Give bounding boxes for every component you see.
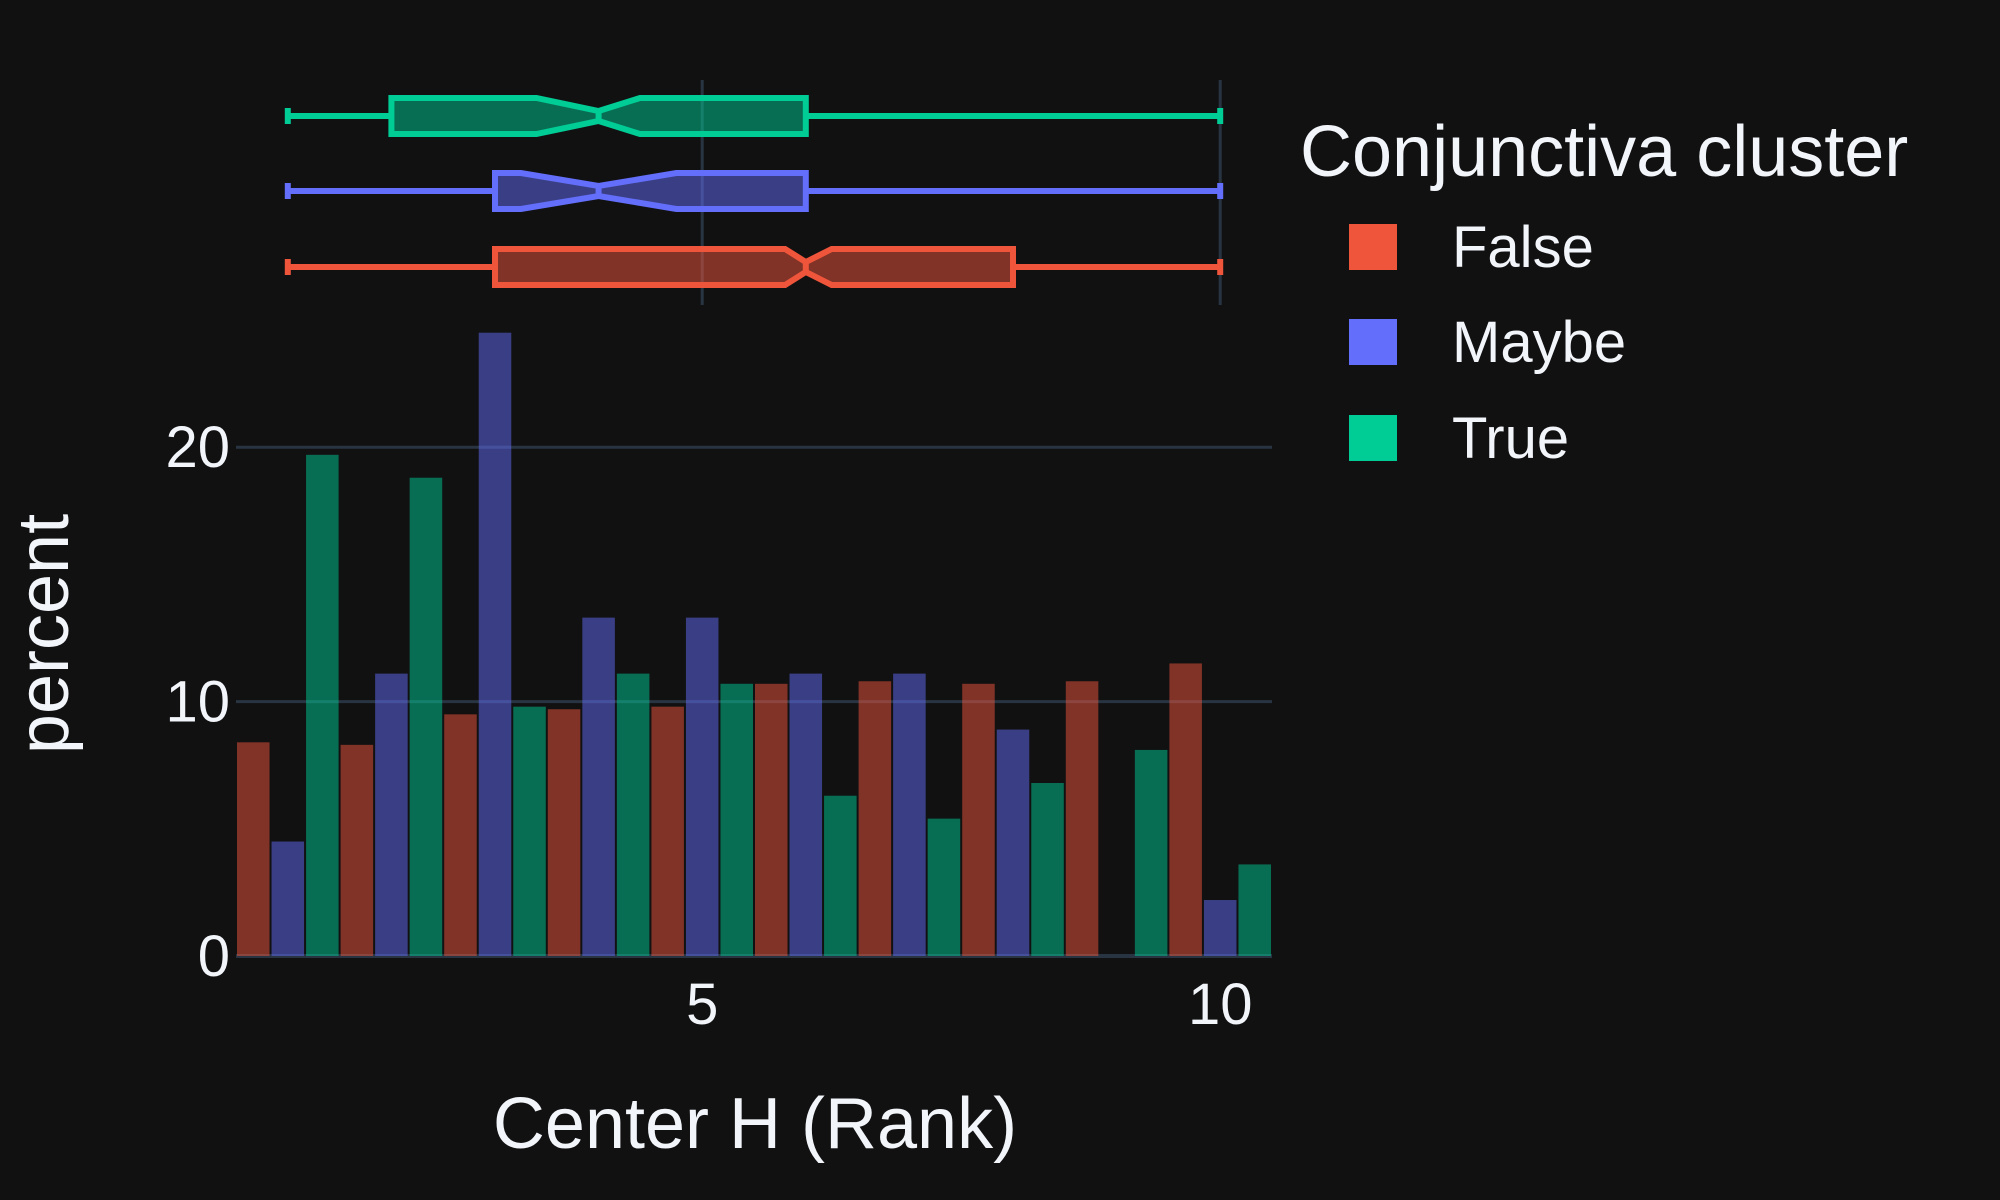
bar-maybe [582, 617, 615, 956]
bar-true [409, 477, 443, 956]
marginal-boxplot-layer [284, 95, 1224, 288]
bar-true [1031, 783, 1064, 956]
bar-maybe [478, 332, 512, 957]
bar-true [513, 706, 546, 956]
bar-false [651, 706, 684, 956]
legend-label-maybe: Maybe [1452, 310, 1626, 375]
bar-false [340, 744, 374, 956]
box-false [492, 246, 1016, 288]
x-tick-label: 10 [1188, 972, 1253, 1037]
ticks-layer: 0 10 20 5 10 [165, 415, 1252, 1037]
bars-layer [237, 332, 1271, 957]
x-tick-label: 5 [686, 972, 718, 1037]
bar-maybe [996, 729, 1030, 956]
bar-true [720, 683, 753, 956]
legend-swatch-maybe [1349, 319, 1397, 365]
bar-false [962, 683, 995, 956]
legend-items: False Maybe True [1349, 215, 1626, 471]
bar-false [547, 709, 581, 956]
bar-maybe [1203, 900, 1237, 956]
bar-true [1238, 864, 1271, 956]
bar-false [1169, 663, 1202, 956]
legend-label-false: False [1452, 215, 1594, 280]
x-axis-title: Center H (Rank) [493, 1084, 1017, 1164]
bar-maybe [685, 617, 719, 956]
legend-swatch-false [1349, 224, 1397, 270]
legend-swatch-true [1349, 415, 1397, 461]
bar-maybe [271, 841, 305, 956]
box-maybe [492, 170, 809, 212]
bar-false [444, 714, 477, 956]
y-tick-label: 0 [198, 924, 230, 989]
legend-label-true: True [1452, 406, 1569, 471]
bar-true [927, 818, 961, 956]
legend-title: Conjunctiva cluster [1300, 112, 1908, 192]
bar-false [237, 742, 270, 956]
bar-false [1065, 681, 1099, 956]
bar-maybe [375, 673, 408, 956]
y-tick-label: 20 [165, 415, 230, 480]
bar-maybe [789, 673, 823, 956]
legend: Conjunctiva cluster False Maybe True [1300, 112, 1908, 471]
bar-true [616, 673, 650, 956]
bar-false [755, 683, 788, 956]
bar-true [306, 454, 339, 956]
y-axis-title: percent [4, 514, 84, 754]
bar-maybe [893, 673, 926, 956]
bar-false [858, 681, 892, 956]
bar-true [1134, 749, 1168, 956]
bar-true [824, 795, 857, 956]
y-tick-label: 10 [165, 670, 230, 735]
